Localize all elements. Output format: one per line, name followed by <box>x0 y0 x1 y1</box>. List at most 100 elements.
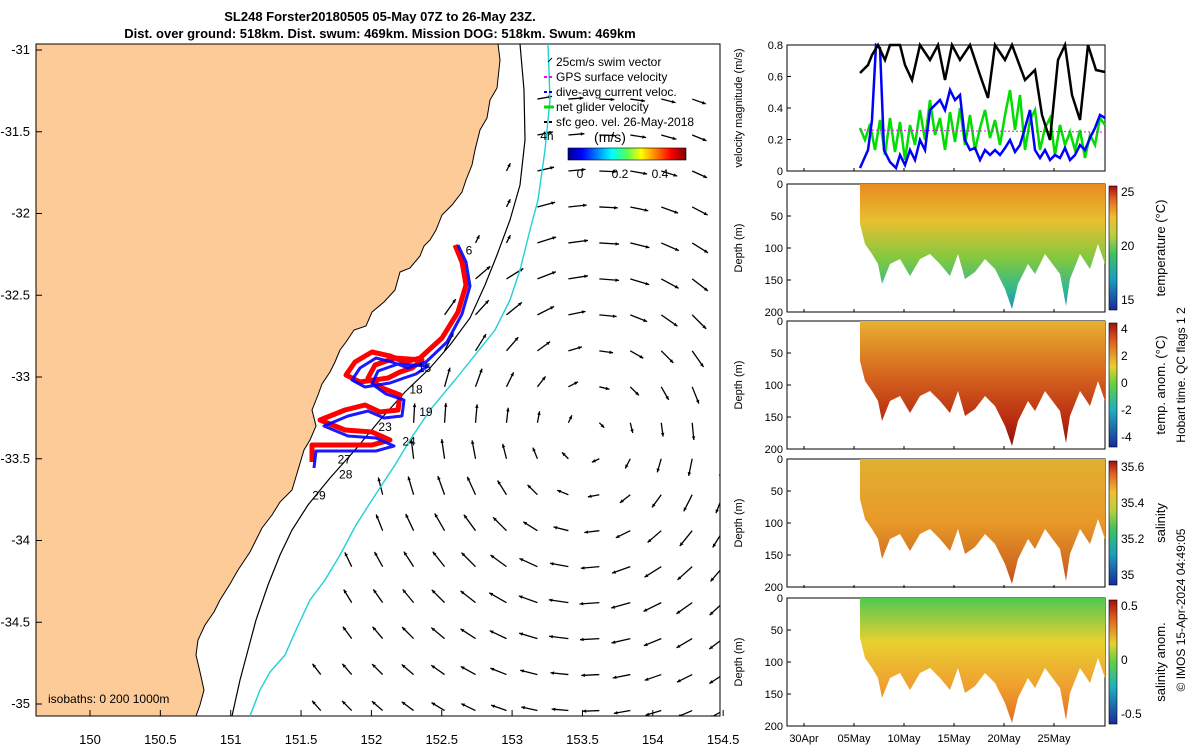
depth-tick-0-3: 150 <box>765 275 783 287</box>
glider-track-back <box>312 244 472 469</box>
lat-tick-5: -33.5 <box>0 451 30 466</box>
cblabel-temperature: temperature (°C) <box>1153 200 1168 297</box>
colorbar-tick-1: 0.2 <box>612 167 629 181</box>
track-day-label-3: 18 <box>409 382 423 396</box>
lat-tick-0: -31 <box>11 42 30 57</box>
lat-tick-4: -33 <box>11 369 30 384</box>
track-day-label-1: 6 <box>466 243 473 257</box>
depth-tick-1-2: 100 <box>765 380 783 392</box>
latitude-ticks: -31 -31.5 -32 -32.5 -33 -33.5 -34 -34.5 -35 <box>0 42 42 711</box>
cbtick-3-2: -0.5 <box>1121 707 1142 721</box>
longitude-ticks: 150 150.5 151 151.5 152 152.5 153 153.5 154 154.5 <box>79 710 739 747</box>
depth-tick-3-4: 200 <box>765 721 783 733</box>
copyright-label: © IMOS 15-Apr-2024 04:49:05 <box>1174 528 1188 691</box>
lon-tick-8: 154 <box>642 732 664 747</box>
lat-tick-1: -31.5 <box>0 124 30 139</box>
depth-tick-2-3: 150 <box>765 550 783 562</box>
colorbar-salinity <box>1108 460 1118 586</box>
depth-tick-2-1: 50 <box>771 486 783 498</box>
depth-tick-0-0: 0 <box>777 179 783 191</box>
depth-label-2: Depth (m) <box>733 499 745 548</box>
time-tick-5: 25May <box>1037 733 1071 745</box>
depth-tick-0-4: 200 <box>765 307 783 319</box>
lon-tick-4: 152 <box>361 732 383 747</box>
cblabel-salinity: salinity <box>1153 503 1168 543</box>
depth-tick-1-0: 0 <box>777 316 783 328</box>
depth-tick-2-0: 0 <box>777 454 783 466</box>
depth-tick-0-2: 100 <box>765 243 783 255</box>
cbtick-1-1: 2 <box>1121 349 1128 363</box>
cbtick-2-3: 35 <box>1121 568 1135 582</box>
vel-ytick-4: 0 <box>777 166 783 178</box>
section-salinity-anomaly: 0 50 100 150 200 Depth (m) 0.5 0 -0.5 salinity an… <box>733 593 1168 733</box>
depth-tick-3-3: 150 <box>765 689 783 701</box>
velocity-geo-line <box>859 40 1106 141</box>
lat-tick-6: -34 <box>11 533 30 548</box>
colorbar-unit: (m/s) <box>594 129 626 145</box>
lon-tick-2: 151 <box>220 732 242 747</box>
vel-ytick-3: 0.2 <box>768 135 783 147</box>
depth-label-3: Depth (m) <box>733 638 745 687</box>
land-area <box>36 44 501 716</box>
section-fill-salinity <box>860 459 1105 584</box>
depth-tick-2-2: 100 <box>765 518 783 530</box>
legend-label-1: GPS surface velocity <box>556 70 667 84</box>
time-tick-0: 30Apr <box>789 733 819 745</box>
track-day-label-9: 29 <box>312 489 326 503</box>
cbtick-3-0: 0.5 <box>1121 599 1138 613</box>
section-fill-temperature <box>860 184 1105 309</box>
lat-tick-3: -32.5 <box>0 287 30 302</box>
depth-tick-1-3: 150 <box>765 412 783 424</box>
legend-label-0: 25cm/s swim vector <box>556 55 661 69</box>
speed-colorbar <box>567 147 687 161</box>
lat-tick-2: -32 <box>11 206 30 221</box>
velocity-panel: 0.8 0.6 0.4 0.2 0 velocity magnitude (m/s) <box>733 40 1107 178</box>
section-fill-temp-anomaly <box>860 321 1105 446</box>
vel-ytick-2: 0.4 <box>768 103 783 115</box>
cbtick-2-2: 35.2 <box>1121 532 1145 546</box>
depth-tick-1-1: 50 <box>771 348 783 360</box>
colorbar-tick-0: 0 <box>577 167 584 181</box>
map-title-line2: Dist. over ground: 518km. Dist. swum: 46… <box>124 26 636 41</box>
section-temp-anomaly: 0 50 100 150 200 Depth (m) 4 2 0 -2 -4 temp. anom. … <box>733 316 1168 456</box>
depth-label-1: Depth (m) <box>733 361 745 410</box>
map-title-line1: SL248 Forster20180505 05-May 07Z to 26-M… <box>224 9 536 24</box>
depth-tick-3-1: 50 <box>771 625 783 637</box>
lon-tick-0: 150 <box>79 732 101 747</box>
track-day-label-8: 28 <box>339 467 353 481</box>
lon-tick-7: 153.5 <box>566 732 599 747</box>
vel-ytick-1: 0.6 <box>768 72 783 84</box>
lon-tick-6: 153 <box>501 732 523 747</box>
lon-tick-1: 150.5 <box>144 732 177 747</box>
time-tick-1: 05May <box>837 733 871 745</box>
lon-tick-9: 154.5 <box>707 732 740 747</box>
isobaths-label: isobaths: 0 200 1000m <box>48 692 169 706</box>
time-series-panels: 0.8 0.6 0.4 0.2 0 velocity magnitude (m/s) 0… <box>733 40 1188 745</box>
legend-label-2: dive-avg current veloc. <box>556 85 677 99</box>
vel-ytick-0: 0.8 <box>768 40 783 52</box>
cbtick-2-1: 35.4 <box>1121 496 1145 510</box>
track-day-label-4: 19 <box>419 405 433 419</box>
cbtick-0-2: 15 <box>1121 293 1135 307</box>
legend-label-3: net glider velocity <box>556 100 649 114</box>
section-salinity: 0 50 100 150 200 Depth (m) 35.6 35.4 35.2 35 salin… <box>733 454 1168 594</box>
cblabel-salinity-anomaly: salinity anom. <box>1153 622 1168 701</box>
colorbar-salinity-anomaly <box>1108 599 1118 725</box>
colorbar-tick-2: 0.4 <box>652 167 669 181</box>
lat-tick-8: -35 <box>11 696 30 711</box>
legend-label-4: sfc geo. vel. 26-May-2018 <box>556 115 694 129</box>
time-tick-4: 20May <box>987 733 1021 745</box>
track-day-label-6: 24 <box>402 435 416 449</box>
cbtick-1-4: -4 <box>1121 430 1132 444</box>
section-fill-salinity-anomaly <box>860 598 1105 723</box>
lat-tick-7: -34.5 <box>0 614 30 629</box>
geostrophic-velocity-line <box>249 44 551 716</box>
colorbar-temp-anomaly <box>1108 322 1118 448</box>
cbtick-0-1: 20 <box>1121 239 1135 253</box>
velocity-gps-surface-line <box>859 129 1106 133</box>
depth-tick-3-2: 100 <box>765 657 783 669</box>
lon-tick-3: 151.5 <box>285 732 318 747</box>
cblabel-temp-anomaly: temp. anom. (°C) <box>1153 335 1168 434</box>
section-temperature: 0 50 100 150 200 Depth (m) 25 20 15 temperature (… <box>733 179 1168 319</box>
